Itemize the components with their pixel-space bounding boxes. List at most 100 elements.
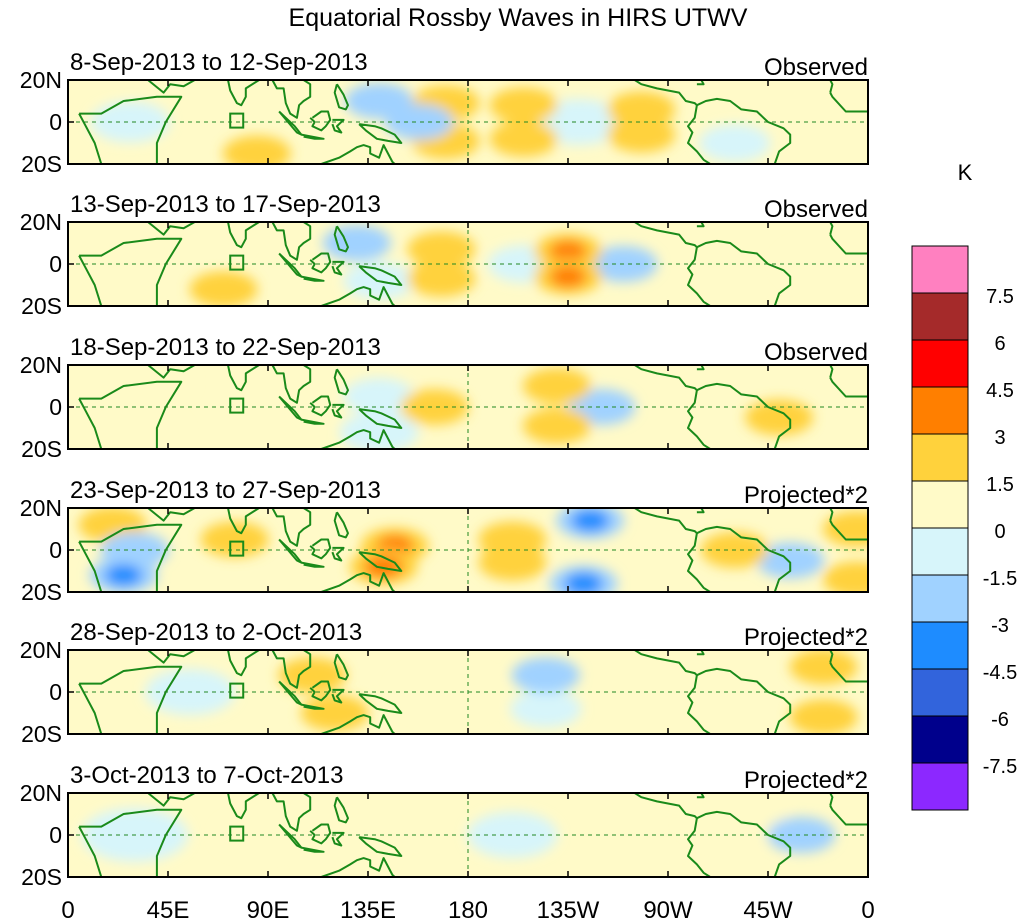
region-box <box>229 825 245 842</box>
coastline <box>271 793 312 832</box>
coastline <box>309 110 332 132</box>
anomaly-blob <box>300 695 369 731</box>
colorbar-level-label: -6 <box>991 709 1009 731</box>
coastline <box>301 703 325 710</box>
coastline <box>227 650 260 677</box>
colorbar-box <box>911 715 969 764</box>
coastline <box>147 508 196 522</box>
colorbar-box <box>911 480 969 529</box>
anomaly-blob <box>489 120 558 157</box>
lat-tick-label: 20S <box>21 293 62 319</box>
anomaly-blob <box>549 265 587 288</box>
coastline <box>634 365 698 391</box>
anomaly-blob <box>745 399 814 436</box>
anomaly-blob <box>522 368 591 404</box>
anomaly-blob <box>510 690 582 728</box>
coastline <box>147 365 196 379</box>
anomaly-blob <box>822 561 868 592</box>
colorbar-labels: 7.5 6 4.5 3 1.5 0 -1.5 -3 -4.5 -6 -7.5 <box>983 286 1017 778</box>
lat-tick-label: 20N <box>20 67 62 93</box>
anomaly-blob <box>511 657 580 694</box>
map-area <box>68 80 868 164</box>
map-panel: 13-Sep-2013 to 17-Sep-2013 Observed 20N 0 20… <box>20 191 869 319</box>
colorbar-boxes <box>911 245 969 811</box>
anomaly-blob <box>699 124 771 162</box>
lat-tick-label: 0 <box>49 394 62 420</box>
coastline <box>331 546 345 562</box>
coastline <box>331 831 345 847</box>
colorbar-level-label: 3 <box>994 427 1005 449</box>
coastline <box>320 144 396 164</box>
coastline <box>829 222 834 235</box>
map-panel: 3-Oct-2013 to 7-Oct-2013 Projected*2 20N 0 2… <box>20 762 869 890</box>
panel-date-range: 8-Sep-2013 to 12-Sep-2013 <box>70 49 368 76</box>
coastline <box>78 665 183 734</box>
colorbar-level-label: 6 <box>994 333 1005 355</box>
colorbar-level-label: -3 <box>991 615 1009 637</box>
coastline <box>634 80 698 106</box>
map-panel: 18-Sep-2013 to 22-Sep-2013 Observed 20N 0 20… <box>20 334 869 462</box>
coastline <box>271 650 312 689</box>
coastline <box>687 675 711 734</box>
anomaly-blob <box>467 812 558 858</box>
anomaly-field <box>90 83 771 164</box>
coastline <box>271 365 312 404</box>
region-box <box>229 540 245 557</box>
coastline <box>301 275 325 282</box>
coastline <box>829 650 834 663</box>
anomaly-blob <box>571 509 610 532</box>
lat-tick-label: 20S <box>21 579 62 605</box>
coastline <box>227 793 260 820</box>
anomaly-blob <box>385 104 454 140</box>
coastline <box>301 418 325 425</box>
coastline <box>634 650 698 676</box>
coastline <box>331 260 345 276</box>
anomaly-blob <box>789 699 858 734</box>
lat-tick-label: 0 <box>49 679 62 705</box>
coastline <box>685 508 705 514</box>
coastline <box>78 523 183 592</box>
coastline <box>829 377 868 398</box>
coastline <box>333 653 349 681</box>
anomaly-blob <box>767 817 836 853</box>
coastline <box>78 380 183 449</box>
coastline <box>309 680 332 702</box>
colorbar-box <box>911 527 969 576</box>
coastline <box>301 133 325 140</box>
anomaly-blob <box>478 544 547 581</box>
panel-status: Observed <box>764 54 868 81</box>
coastline <box>333 796 349 824</box>
coastline <box>696 97 792 164</box>
lat-tick-label: 20S <box>21 436 62 462</box>
anomaly-blob <box>106 411 186 449</box>
lat-tick-label: 20N <box>20 352 62 378</box>
map-panel: 8-Sep-2013 to 12-Sep-2013 Observed 20N 0 20S <box>20 49 869 177</box>
coastline <box>333 511 349 539</box>
anomaly-blob <box>343 377 415 416</box>
coastline <box>309 252 332 274</box>
colorbar-level-label: 1.5 <box>986 474 1014 496</box>
panel-status: Projected*2 <box>744 482 868 509</box>
coastline <box>687 818 711 877</box>
coastline <box>829 80 834 93</box>
coastline <box>271 222 312 261</box>
coastline <box>333 368 349 396</box>
coastline <box>358 836 403 857</box>
coastline <box>829 805 868 826</box>
coastline <box>331 688 345 704</box>
coastline <box>687 105 711 164</box>
anomaly-blob <box>522 407 591 444</box>
panels: 8-Sep-2013 to 12-Sep-2013 Observed 20N 0 20S… <box>20 49 869 890</box>
panel-date-range: 23-Sep-2013 to 27-Sep-2013 <box>70 477 381 504</box>
coastline <box>147 650 196 664</box>
longitude-axis: 0 45E 90E 135E 180 135W 90W 45W 0 <box>61 897 874 924</box>
coastlines <box>78 80 868 164</box>
coastline <box>147 80 196 94</box>
colorbar-box <box>911 762 969 811</box>
lon-tick-label: 135W <box>537 897 600 924</box>
coastlines <box>78 508 868 592</box>
lon-tick-label: 90E <box>247 897 290 924</box>
lat-tick-label: 20N <box>20 637 62 663</box>
lat-tick-label: 20N <box>20 780 62 806</box>
